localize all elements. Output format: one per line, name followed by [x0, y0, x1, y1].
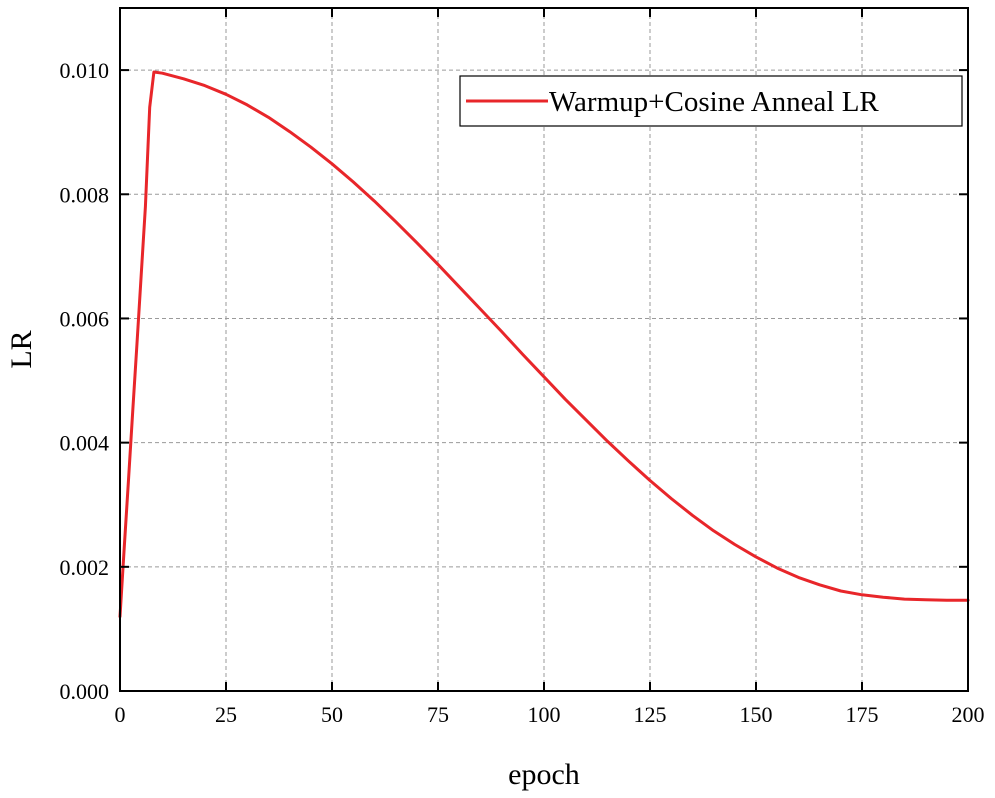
x-tick-label: 125: [634, 702, 667, 727]
y-axis-title: LR: [5, 330, 38, 368]
x-tick-label: 150: [740, 702, 773, 727]
x-axis-title: epoch: [508, 758, 580, 791]
x-tick-label: 100: [528, 702, 561, 727]
tick-labels: 0 25 50 75 100 125 150 175 200 0.000 0.002 0.004 0.0…: [60, 58, 985, 727]
y-tick-label: 0.004: [60, 431, 110, 456]
y-tick-label: 0.000: [60, 679, 110, 704]
x-tick-label: 175: [846, 702, 879, 727]
x-tick-label: 50: [321, 702, 343, 727]
x-tick-label: 75: [427, 702, 449, 727]
y-tick-label: 0.010: [60, 58, 110, 83]
y-tick-label: 0.008: [60, 182, 110, 207]
y-tick-label: 0.002: [60, 555, 110, 580]
y-tick-label: 0.006: [60, 306, 110, 331]
series-layer: [118, 70, 970, 618]
x-tick-label: 0: [115, 702, 126, 727]
ticks: [119, 8, 969, 692]
legend-label: Warmup+Cosine Anneal LR: [549, 86, 879, 118]
x-tick-label: 200: [952, 702, 985, 727]
legend: Warmup+Cosine Anneal LR: [459, 75, 963, 127]
x-tick-label: 25: [215, 702, 237, 727]
series-line-0: [118, 70, 970, 618]
